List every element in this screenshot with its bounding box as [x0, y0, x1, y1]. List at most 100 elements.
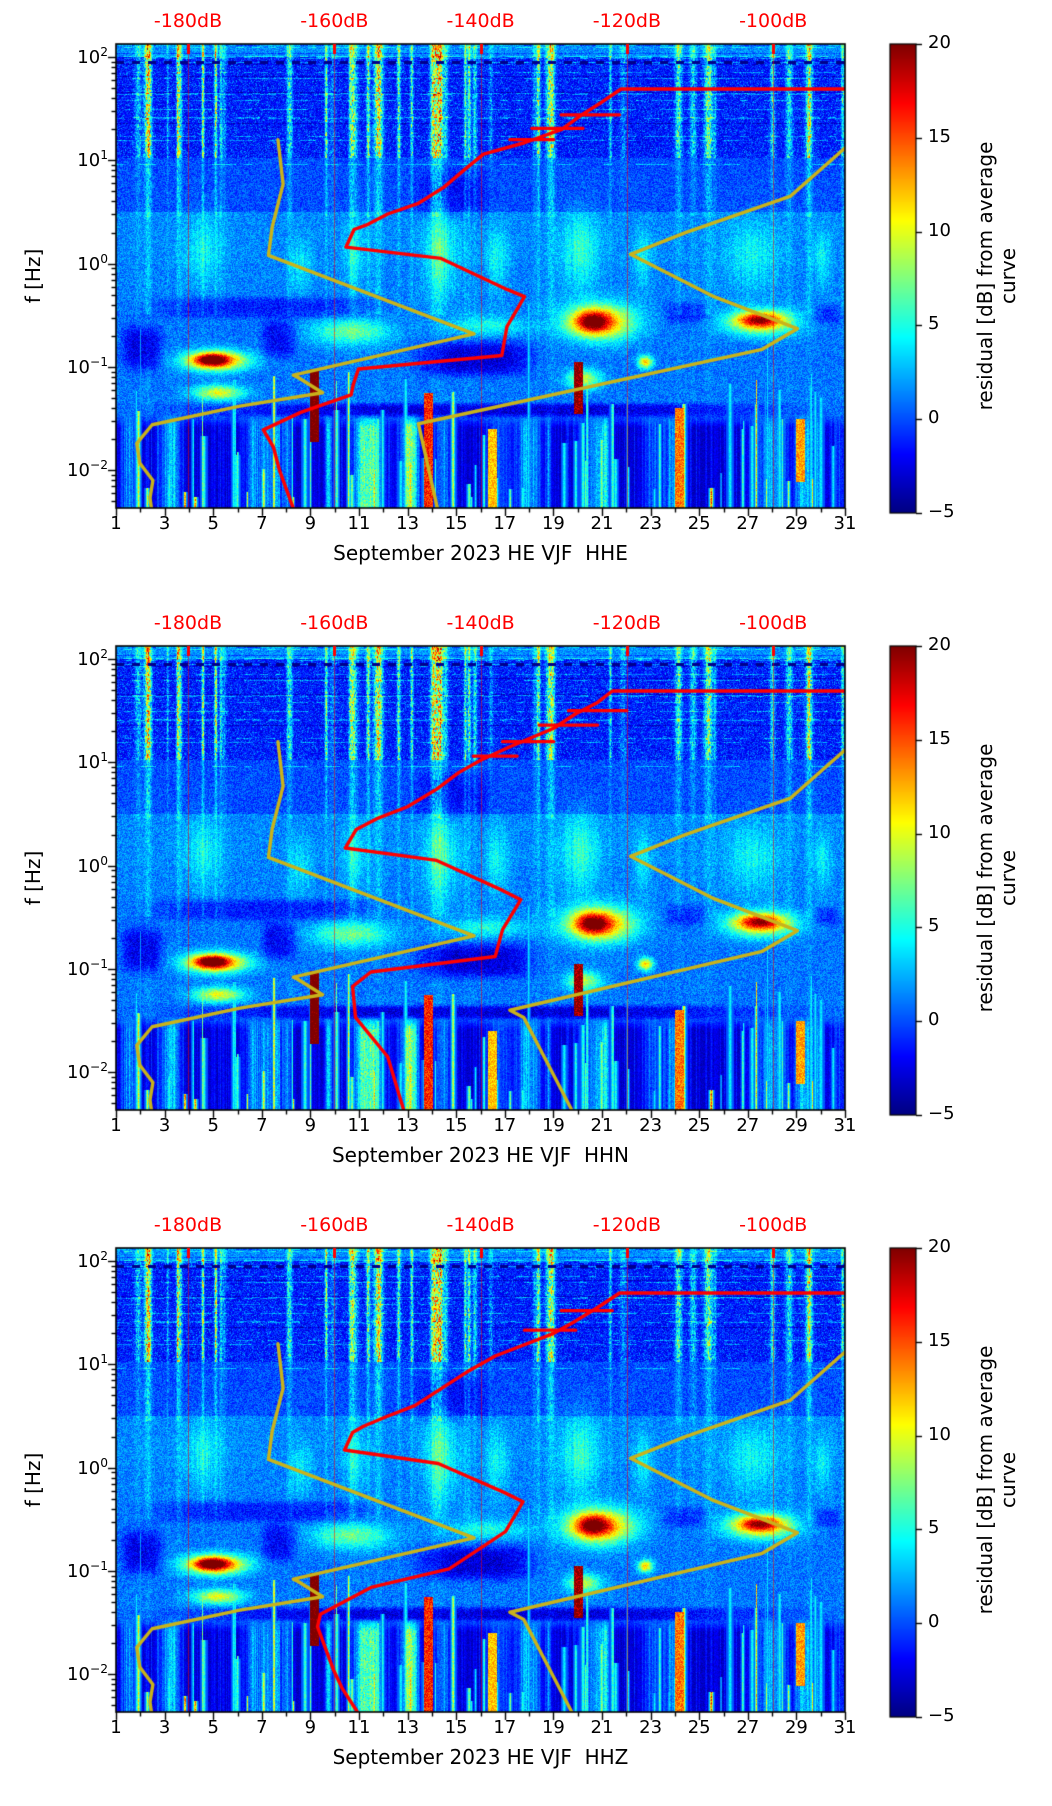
- x-tick-label: 3: [158, 1115, 171, 1136]
- x-tick-label: 19: [541, 513, 565, 534]
- y-tick-label: 10−1: [67, 1558, 108, 1582]
- x-tick-label: 29: [784, 513, 808, 534]
- y-tick-label: 101: [77, 148, 108, 172]
- x-tick-label: 21: [590, 1115, 614, 1136]
- x-tick-label: 9: [304, 1115, 317, 1136]
- colorbar-label: residual [dB] from average curve: [973, 141, 1020, 411]
- x-tick-label: 7: [256, 1115, 268, 1136]
- colorbar-tick-label: 10: [928, 1423, 951, 1445]
- x-tick-label: 11: [347, 513, 371, 534]
- panel-hhn: -180dB -160dB -140dB -120dB -100dB 102 101 100 1…: [0, 602, 1052, 1204]
- top-axis-db-label: -160dB: [300, 10, 369, 32]
- x-tick-label: 13: [396, 1115, 420, 1136]
- x-tick-label: 5: [207, 1717, 219, 1738]
- panel-hhe: -180dB -160dB -140dB -120dB -100dB 102 101 100 1…: [0, 0, 1052, 602]
- x-tick-label: 21: [590, 513, 614, 534]
- x-tick-label: 25: [687, 513, 711, 534]
- x-tick-label: 15: [444, 1717, 468, 1738]
- x-tick-label: 1: [110, 1717, 122, 1738]
- colorbar-tick-label: 20: [928, 1236, 951, 1257]
- x-axis-label-hhz: September 2023 HE VJF HHZ: [332, 1745, 629, 1769]
- colorbar-tick-label: 15: [928, 1329, 951, 1351]
- y-tick-label: 100: [77, 853, 108, 877]
- x-tick-label: 25: [687, 1115, 711, 1136]
- colorbar-tick-label: 0: [928, 407, 940, 429]
- x-tick-label: 25: [687, 1717, 711, 1738]
- colorbar-tick-label: 0: [928, 1611, 940, 1633]
- x-tick-label: 5: [207, 513, 219, 534]
- x-tick-label: 23: [639, 513, 663, 534]
- x-tick-label: 13: [396, 513, 420, 534]
- x-tick-label: 29: [784, 1717, 808, 1738]
- colorbar-tick-label: 10: [928, 821, 951, 843]
- y-tick-label: 102: [77, 45, 108, 68]
- colorbar-tick-label: 5: [928, 313, 940, 335]
- y-tick-label: 101: [77, 1352, 108, 1376]
- x-tick-label: 7: [256, 513, 268, 534]
- x-tick-label: 27: [736, 1115, 760, 1136]
- x-tick-label: 27: [736, 1717, 760, 1738]
- y-tick-label: 10−1: [67, 354, 108, 378]
- x-tick-label: 31: [833, 1115, 857, 1136]
- x-tick-label: 21: [590, 1717, 614, 1738]
- x-tick-label: 11: [347, 1717, 371, 1738]
- top-axis-db-label: -160dB: [300, 1214, 369, 1236]
- x-tick-label: 3: [158, 1717, 171, 1738]
- colorbar-tick-label: −5: [928, 1705, 955, 1726]
- top-axis-db-label: -140dB: [446, 10, 515, 32]
- y-tick-label: 101: [77, 750, 108, 774]
- x-tick-label: 3: [158, 513, 171, 534]
- x-tick-label: 17: [493, 1717, 517, 1738]
- top-axis-db-label: -160dB: [300, 612, 369, 634]
- y-tick-label: 102: [77, 1249, 108, 1272]
- x-tick-label: 15: [444, 513, 468, 534]
- colorbar-tick-label: 10: [928, 219, 951, 241]
- colorbar-tick-label: −5: [928, 501, 955, 522]
- x-tick-label: 13: [396, 1717, 420, 1738]
- y-axis-label: f [Hz]: [21, 850, 45, 906]
- top-axis-db-label: -180dB: [153, 612, 223, 634]
- colorbar-label: residual [dB] from average curve: [973, 743, 1020, 1013]
- x-tick-label: 19: [541, 1717, 565, 1738]
- spectrogram-canvas-hhe: [0, 0, 1052, 602]
- colorbar-tick-label: 15: [928, 727, 951, 749]
- y-tick-label: 102: [77, 647, 108, 670]
- y-tick-label: 100: [77, 1455, 108, 1479]
- y-tick-label: 10−1: [67, 956, 108, 980]
- y-tick-label: 10−2: [67, 1060, 108, 1084]
- x-tick-label: 23: [639, 1717, 663, 1738]
- colorbar-tick-label: 20: [928, 634, 951, 655]
- spectrogram-canvas-hhn: [0, 602, 1052, 1204]
- x-tick-label: 1: [110, 513, 122, 534]
- panel-hhz: -180dB -160dB -140dB -120dB -100dB 102 101 100 1…: [0, 1204, 1052, 1806]
- colorbar-tick-label: 5: [928, 1517, 940, 1539]
- x-axis-label-hhn: September 2023 HE VJF HHN: [331, 1143, 630, 1167]
- colorbar-tick-label: 5: [928, 915, 940, 937]
- x-tick-label: 17: [493, 513, 517, 534]
- x-tick-label: 27: [736, 513, 760, 534]
- top-axis-db-label: -120dB: [592, 10, 661, 32]
- y-axis-label: f [Hz]: [21, 248, 45, 304]
- x-tick-label: 15: [444, 1115, 468, 1136]
- top-axis-db-label: -140dB: [446, 612, 515, 634]
- colorbar-label: residual [dB] from average curve: [973, 1345, 1020, 1615]
- y-tick-label: 100: [77, 251, 108, 275]
- colorbar-tick-label: −5: [928, 1103, 955, 1124]
- top-axis-db-label: -100dB: [739, 612, 808, 634]
- top-axis-db-label: -180dB: [153, 1214, 223, 1236]
- x-tick-label: 1: [110, 1115, 122, 1136]
- colorbar-tick-label: 0: [928, 1009, 940, 1031]
- x-tick-label: 9: [304, 1717, 317, 1738]
- x-tick-label: 31: [833, 1717, 857, 1738]
- x-axis-label-hhe: September 2023 HE VJF HHE: [333, 541, 628, 565]
- y-tick-label: 10−2: [67, 1662, 108, 1686]
- x-tick-label: 29: [784, 1115, 808, 1136]
- y-tick-label: 10−2: [67, 458, 108, 482]
- x-tick-label: 11: [347, 1115, 371, 1136]
- top-axis-db-label: -180dB: [153, 10, 223, 32]
- x-tick-label: 31: [833, 513, 857, 534]
- colorbar-tick-label: 20: [928, 32, 951, 53]
- x-tick-label: 5: [207, 1115, 219, 1136]
- top-axis-db-label: -100dB: [739, 10, 808, 32]
